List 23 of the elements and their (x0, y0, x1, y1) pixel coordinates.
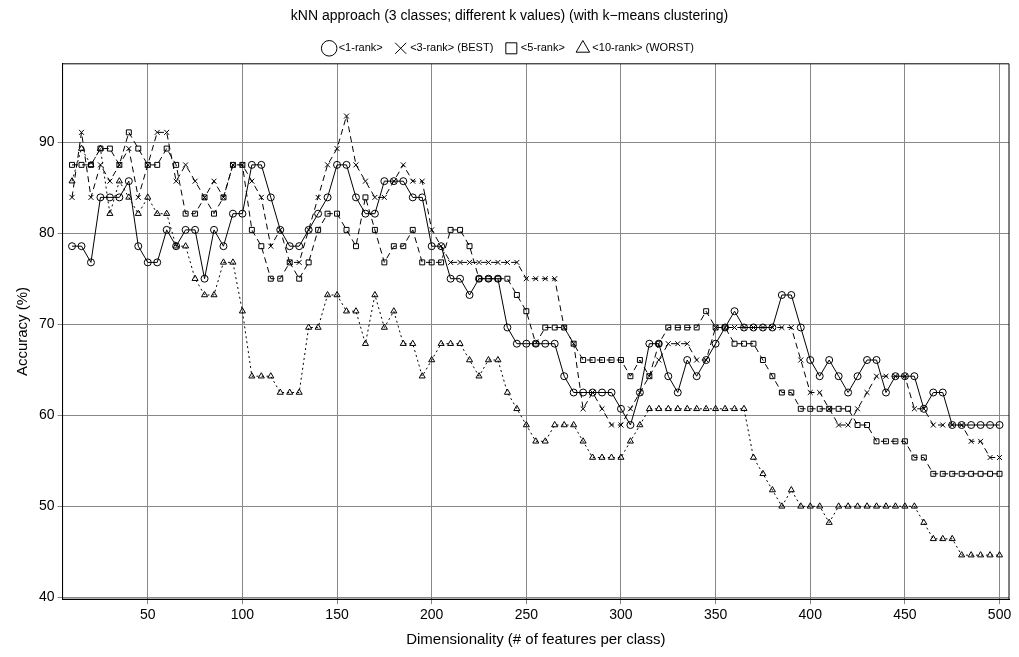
y-tick-label: 80 (38, 224, 55, 241)
chart-title: kNN approach (3 classes; different k values) (with k−means clustering) (290, 7, 729, 24)
legend-label: <1-rank> (338, 41, 383, 54)
x-tick-label: 450 (893, 606, 917, 623)
x-tick-label: 200 (420, 606, 444, 623)
y-axis-title: Accuracy (%) (13, 286, 31, 377)
x-tick-label: 50 (139, 606, 156, 623)
y-tick-label: 50 (38, 497, 55, 514)
legend-label: <10-rank> (WORST) (592, 41, 694, 54)
x-tick-label: 500 (987, 606, 1012, 623)
x-tick-label: 350 (703, 606, 728, 623)
x-tick-label: 250 (514, 606, 539, 623)
y-tick-label: 40 (38, 588, 55, 605)
x-tick-label: 400 (798, 606, 823, 623)
x-tick-label: 150 (325, 606, 349, 623)
x-tick-label: 300 (609, 606, 633, 623)
x-tick-label: 100 (230, 606, 255, 623)
y-tick-label: 70 (38, 315, 55, 332)
y-tick-label: 90 (38, 132, 55, 149)
x-axis-title: Dimensionality (# of features per class) (406, 630, 666, 648)
y-tick-label: 60 (38, 406, 55, 423)
legend-label: <5-rank> (520, 41, 565, 54)
legend-label: <3-rank> (BEST) (410, 41, 494, 54)
